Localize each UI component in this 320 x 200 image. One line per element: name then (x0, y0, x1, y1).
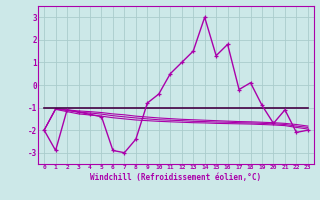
X-axis label: Windchill (Refroidissement éolien,°C): Windchill (Refroidissement éolien,°C) (91, 173, 261, 182)
